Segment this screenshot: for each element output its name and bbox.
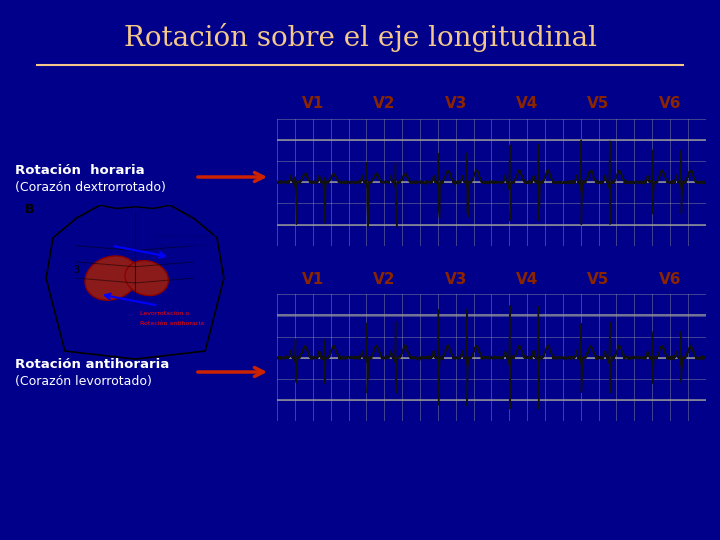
Text: Rotación sobre el eje longitudinal: Rotación sobre el eje longitudinal <box>124 23 596 52</box>
Text: V3: V3 <box>444 272 467 287</box>
Text: 3: 3 <box>73 265 80 275</box>
Text: V6: V6 <box>659 272 681 287</box>
Text: Rotación antihoraria: Rotación antihoraria <box>15 359 169 372</box>
Text: (Corazón levorrotado): (Corazón levorrotado) <box>15 375 152 388</box>
Text: V4: V4 <box>516 97 539 111</box>
Text: V6: V6 <box>659 97 681 111</box>
Text: V5: V5 <box>588 97 610 111</box>
Ellipse shape <box>125 261 168 295</box>
Text: Rotación  horaria: Rotación horaria <box>15 164 145 177</box>
Text: (Corazón dextrorrotado): (Corazón dextrorrotado) <box>15 180 166 193</box>
Ellipse shape <box>85 256 138 300</box>
Text: V2: V2 <box>373 97 395 111</box>
Text: V1: V1 <box>302 97 324 111</box>
Text: V3: V3 <box>444 97 467 111</box>
Text: V1: V1 <box>302 272 324 287</box>
Text: Rotación horaria: Rotación horaria <box>154 244 212 248</box>
Text: Dextrorrotación o: Dextrorrotación o <box>154 234 216 239</box>
Text: Rotación antihoraria: Rotación antihoraria <box>140 321 204 326</box>
Text: V2: V2 <box>373 272 395 287</box>
Text: V5: V5 <box>588 272 610 287</box>
Text: Levorrotación o: Levorrotación o <box>140 312 189 316</box>
Text: V4: V4 <box>516 272 539 287</box>
Text: B: B <box>25 203 35 217</box>
